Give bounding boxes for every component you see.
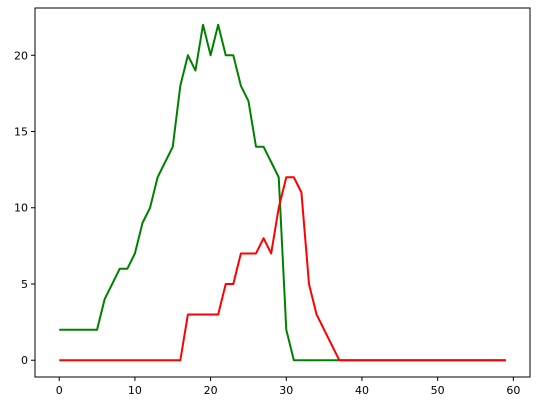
x-tick-label: 10 bbox=[128, 384, 142, 397]
x-tick-label: 60 bbox=[506, 384, 520, 397]
y-tick-label: 20 bbox=[14, 49, 28, 62]
x-tick-label: 0 bbox=[56, 384, 63, 397]
y-tick-label: 10 bbox=[14, 202, 28, 215]
y-tick-label: 15 bbox=[14, 126, 28, 139]
x-tick-label: 40 bbox=[355, 384, 369, 397]
x-tick-label: 30 bbox=[279, 384, 293, 397]
x-tick-label: 20 bbox=[204, 384, 218, 397]
y-tick-label: 0 bbox=[21, 354, 28, 367]
x-tick-label: 50 bbox=[431, 384, 445, 397]
y-tick-label: 5 bbox=[21, 278, 28, 291]
